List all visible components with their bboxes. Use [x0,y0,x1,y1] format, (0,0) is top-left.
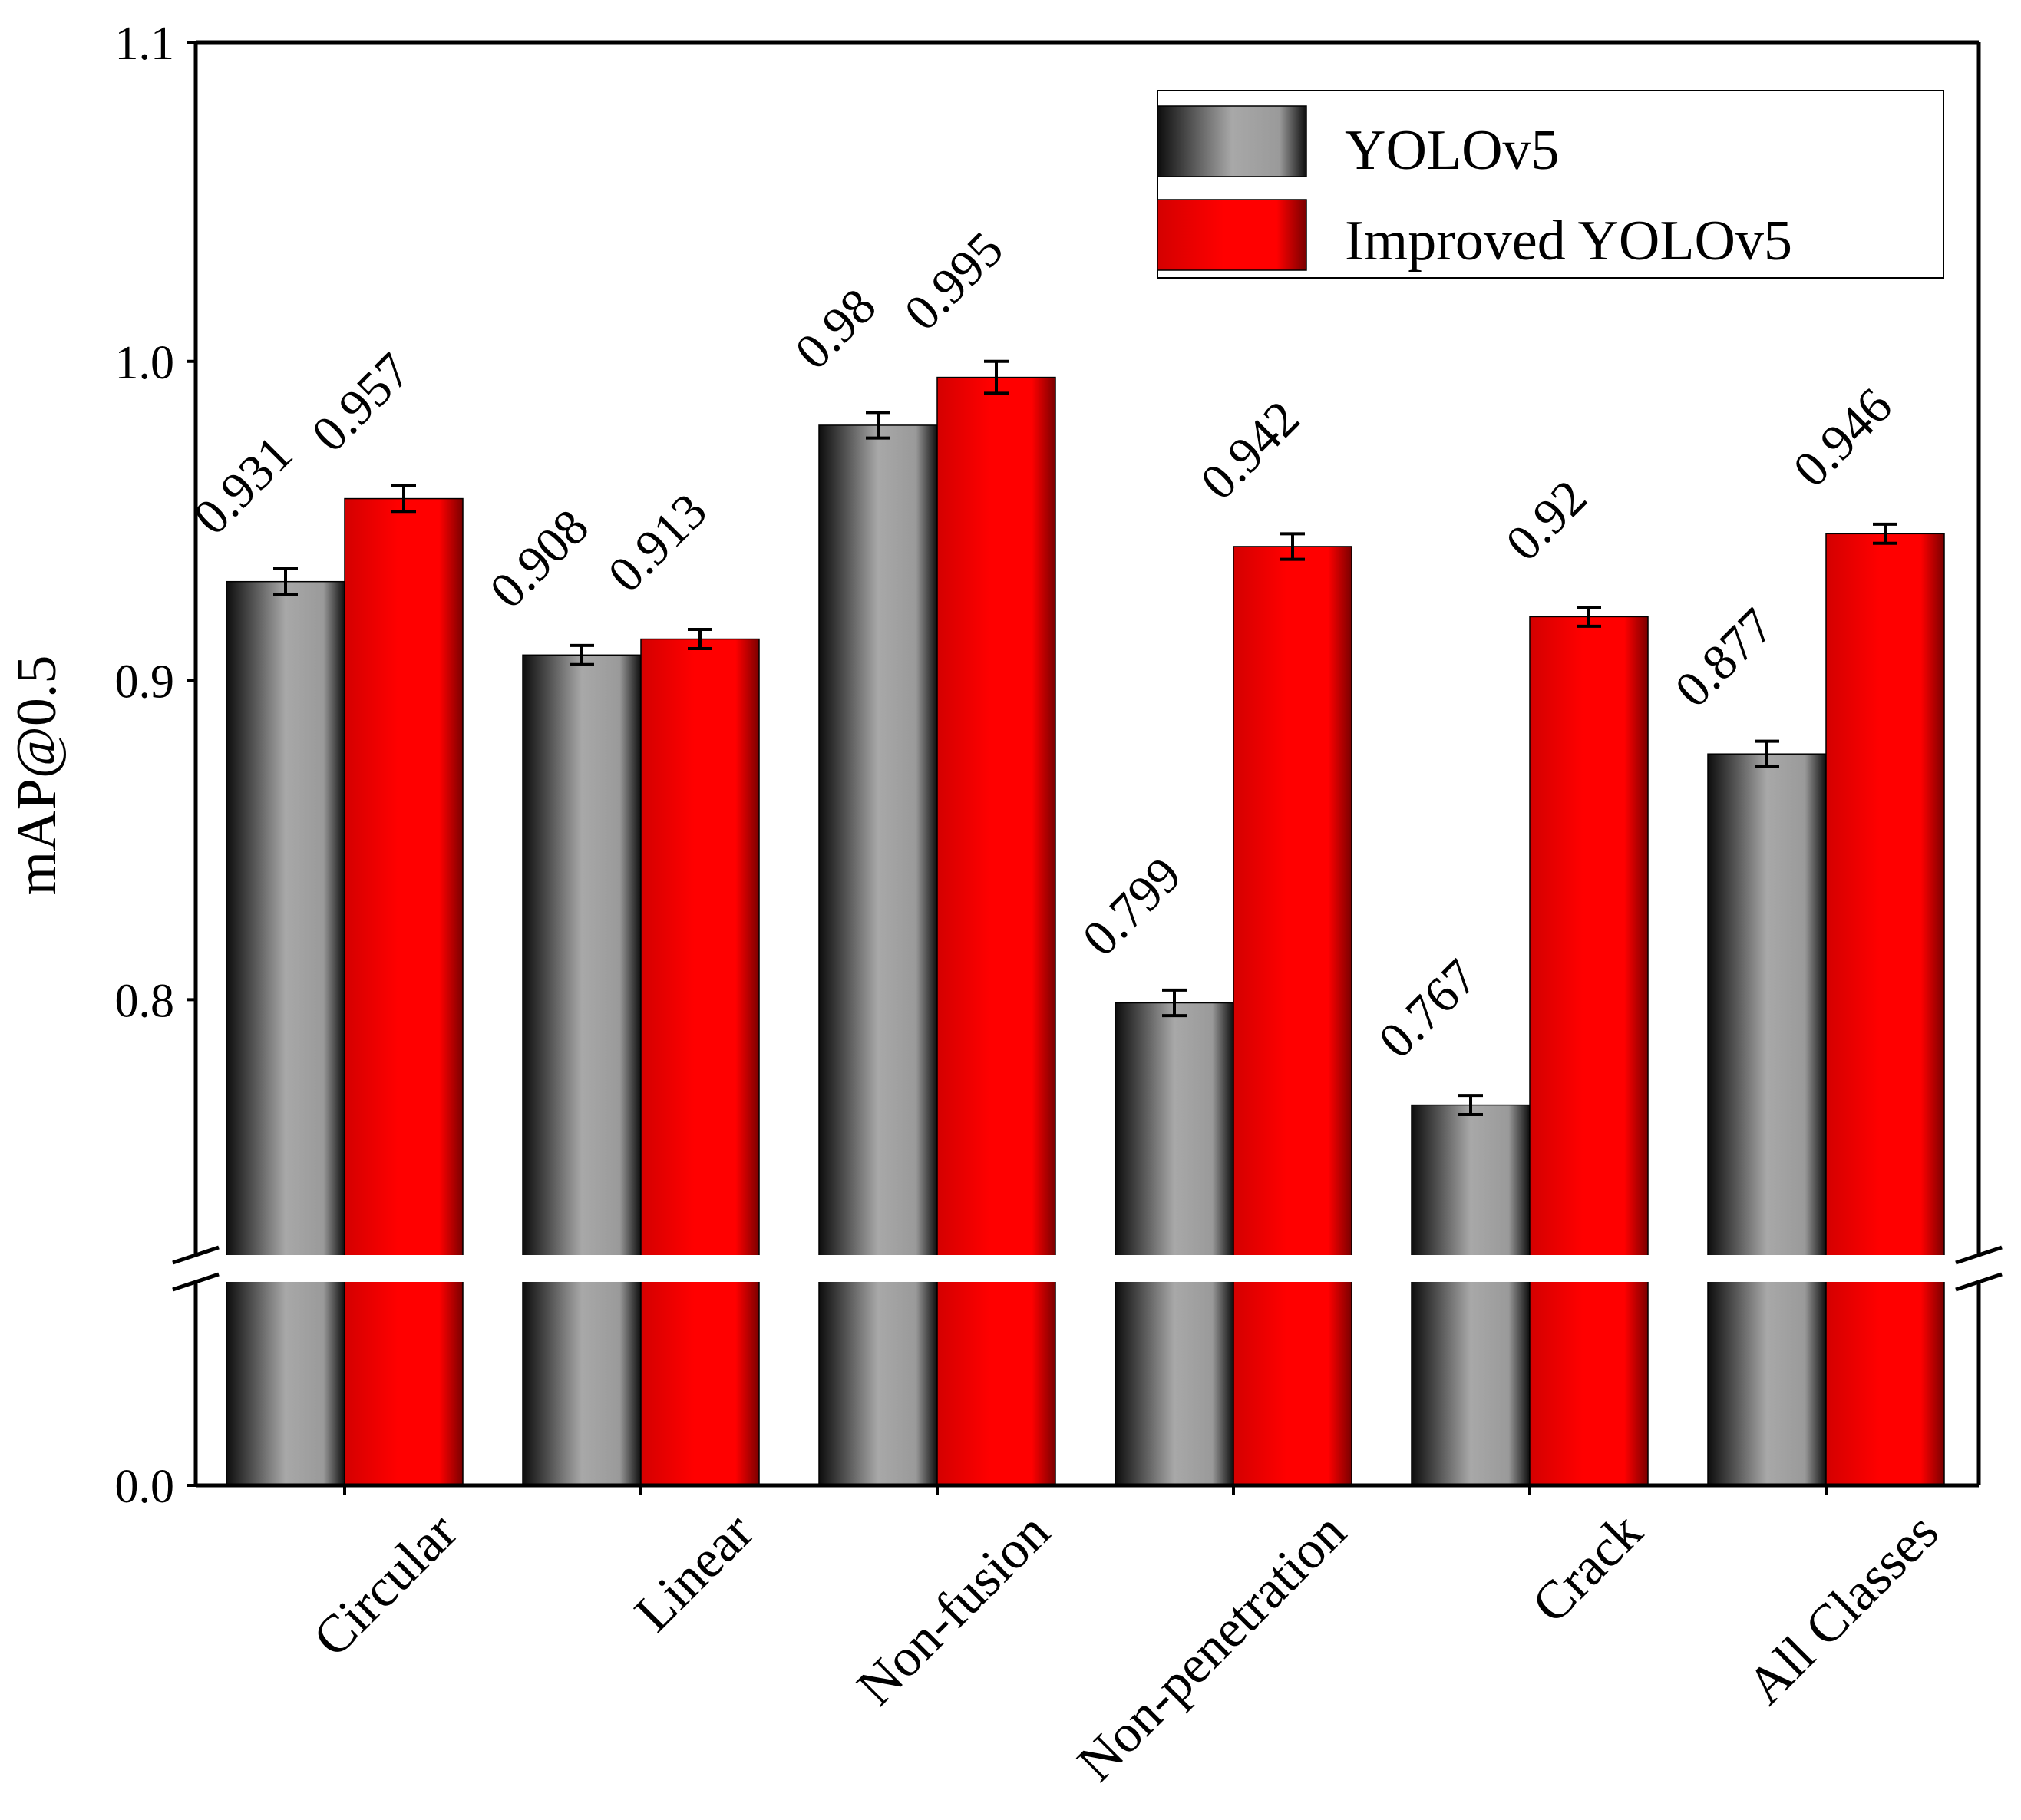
bar-yolov5-non-penetration [1115,1002,1234,1486]
y-axis-ticks: 0.0 0.8 0.9 1.0 1.1 [115,18,196,1513]
y-axis-label: mAP@0.5 [5,656,68,896]
x-axis-ticks: Circular Linear Non-fusion Non-penetration C… [302,1485,1950,1793]
x-tick-label-circular: Circular [302,1502,469,1669]
value-label-yolov5-linear: 0.908 [479,499,599,619]
value-label-yolov5-non-penetration: 0.799 [1072,847,1192,967]
error-bars [273,359,1897,1117]
plot-frame [172,40,2003,1488]
value-label-improved-yolov5-crack: 0.92 [1495,470,1597,572]
bars [226,376,1945,1486]
bar-yolov5-non-fusion [818,424,938,1486]
x-tick-label-non-fusion: Non-fusion [846,1502,1061,1717]
bar-improved-yolov5-crack [1529,616,1649,1486]
value-label-yolov5-circular: 0.931 [183,425,303,546]
bar-yolov5-circular [226,580,345,1486]
axis-break [173,1255,2002,1282]
bar-improved-yolov5-all-classes [1825,533,1945,1486]
bar-improved-yolov5-non-fusion [936,376,1056,1486]
x-tick-label-crack: Crack [1521,1502,1654,1635]
x-tick-label-all-classes: All Classes [1736,1502,1950,1716]
break-mark-right-1 [1955,1245,2003,1265]
bar-improved-yolov5-non-penetration [1233,546,1352,1486]
y-tick-label-1: 0.8 [115,975,175,1027]
break-mark-left-2 [172,1272,220,1292]
value-label-improved-yolov5-non-fusion: 0.995 [893,221,1014,342]
value-label-improved-yolov5-circular: 0.957 [301,342,421,463]
legend-swatch-yolov5 [1157,105,1307,177]
y-tick-label-4: 1.1 [115,18,175,70]
legend-label-improved-yolov5: Improved YOLOv5 [1345,210,1792,273]
y-tick-label-0: 0.0 [115,1461,175,1513]
legend-label-yolov5: YOLOv5 [1345,119,1560,182]
value-label-yolov5-all-classes: 0.877 [1664,598,1785,718]
legend-swatch-improved-yolov5 [1157,199,1307,271]
bar-yolov5-linear [522,654,642,1486]
bar-improved-yolov5-circular [344,497,464,1486]
axis-break-band [173,1255,2002,1282]
bar-yolov5-all-classes [1707,753,1827,1486]
value-label-improved-yolov5-non-penetration: 0.942 [1190,390,1310,510]
bar-yolov5-crack [1411,1104,1531,1486]
value-label-improved-yolov5-all-classes: 0.946 [1782,378,1903,498]
value-label-yolov5-non-fusion: 0.98 [784,278,887,380]
value-label-yolov5-crack: 0.767 [1368,949,1488,1069]
bar-improved-yolov5-linear [640,638,760,1486]
y-tick-label-2: 0.9 [115,656,175,709]
break-mark-left-1 [172,1245,220,1265]
break-mark-right-2 [1955,1272,2003,1292]
x-tick-label-linear: Linear [624,1502,765,1643]
legend: YOLOv5 Improved YOLOv5 [1157,90,1944,279]
value-label-improved-yolov5-linear: 0.913 [597,483,718,603]
x-tick-label-non-penetration: Non-penetration [1066,1502,1357,1793]
y-tick-label-3: 1.0 [115,337,175,389]
